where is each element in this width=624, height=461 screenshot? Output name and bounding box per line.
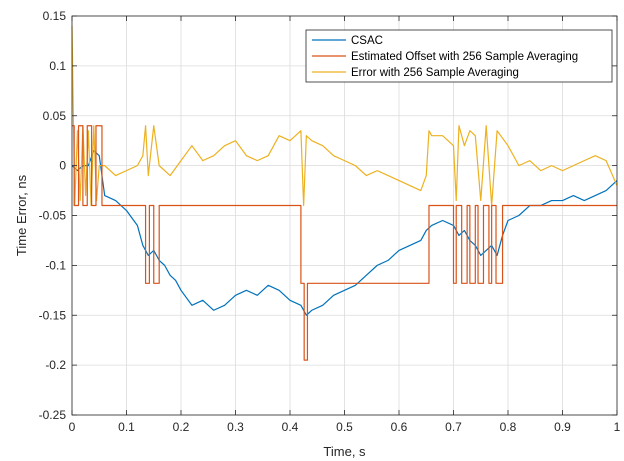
x-tick-label: 0.1 xyxy=(118,420,135,434)
x-axis-label: Time, s xyxy=(323,444,366,459)
legend-box xyxy=(305,29,613,83)
legend-label-estimated-offset: Estimated Offset with 256 Sample Averagi… xyxy=(351,51,578,63)
y-tick-label: 0 xyxy=(59,159,66,173)
ticks xyxy=(71,15,618,416)
series-group xyxy=(71,25,618,361)
y-tick-label: -0.1 xyxy=(45,258,66,272)
x-tick-label: 1 xyxy=(614,420,621,434)
csac-line xyxy=(71,150,618,316)
legend-label-csac: CSAC xyxy=(351,35,383,47)
y-tick-label: -0.15 xyxy=(39,308,67,322)
y-tick-label: 0.1 xyxy=(49,59,66,73)
y-tick-label: -0.2 xyxy=(45,358,66,372)
x-tick-label: 0.3 xyxy=(227,420,244,434)
legend-label-error: Error with 256 Sample Averaging xyxy=(351,67,519,79)
x-tick-label: 0.6 xyxy=(391,420,408,434)
x-tick-labels: 0 0.1 0.2 0.3 0.4 0.5 0.6 0.7 0.8 0.9 1 xyxy=(69,420,621,434)
y-tick-label: -0.05 xyxy=(39,209,67,223)
error-line xyxy=(71,25,618,207)
y-tick-label: 0.15 xyxy=(43,9,67,23)
x-tick-label: 0.7 xyxy=(445,420,462,434)
x-tick-label: 0.9 xyxy=(554,420,571,434)
y-tick-label: -0.25 xyxy=(39,408,67,422)
legend: CSAC Estimated Offset with 256 Sample Av… xyxy=(305,29,613,83)
y-axis-label: Time Error, ns xyxy=(14,174,29,256)
estimated-offset-line xyxy=(72,125,617,361)
y-tick-label: 0.05 xyxy=(43,109,67,123)
x-tick-label: 0.4 xyxy=(282,420,299,434)
x-tick-label: 0.8 xyxy=(500,420,517,434)
x-tick-label: 0 xyxy=(69,420,76,434)
x-tick-label: 0.5 xyxy=(336,420,353,434)
x-tick-label: 0.2 xyxy=(173,420,190,434)
y-tick-labels: 0.15 0.1 0.05 0 -0.05 -0.1 -0.15 -0.2 -0.25 xyxy=(39,9,67,422)
